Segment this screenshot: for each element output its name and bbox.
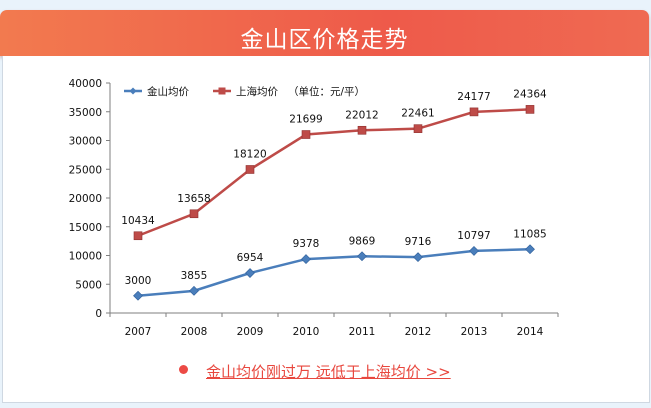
data-label: 22461 [401,108,434,120]
data-point-diamond [469,245,479,256]
y-tick-label: 10000 [69,251,102,263]
title-banner: 金山区价格走势 [0,10,649,56]
x-tick-label: 2011 [349,326,376,338]
series-line [137,108,531,237]
x-tick-label: 2013 [461,326,488,338]
data-label: 3855 [181,270,208,282]
x-tick-label: 2012 [405,326,432,338]
data-point-square [469,107,479,117]
data-label: 6954 [237,252,264,264]
data-point-square [413,124,423,133]
data-point-diamond [189,285,199,296]
x-tick-label: 2010 [293,326,320,338]
page-title: 金山区价格走势 [240,27,409,53]
data-label: 3000 [125,275,152,287]
legend-marker-diamond [129,87,137,95]
y-tick-label: 20000 [69,193,102,205]
legend-label: 上海均价 [236,85,278,98]
data-point-diamond [301,254,311,265]
y-tick-label: 40000 [69,78,102,90]
data-point-diamond [413,252,423,263]
data-point-square [245,165,255,174]
data-label: 22012 [345,109,378,121]
data-label: 10797 [457,230,490,242]
data-label: 11085 [513,228,546,240]
y-tick-label: 5000 [75,279,102,291]
data-label: 10434 [121,215,155,227]
data-label: 24364 [513,88,547,100]
y-tick-label: 15000 [69,222,102,234]
data-point-diamond [245,268,255,278]
y-tick-label: 0 [95,308,102,320]
legend-unit-note: （单位：元/平） [288,85,365,98]
x-tick-label: 2008 [181,326,208,338]
data-point-square [357,125,367,135]
data-label: 13658 [177,193,210,205]
data-point-diamond [133,290,143,301]
data-label: 21699 [289,114,322,126]
data-point-square [301,130,311,139]
data-point-square [189,209,199,219]
data-label: 9869 [349,235,376,247]
legend-label: 金山均价 [147,85,189,98]
compare-price-link[interactable]: 金山均价刚过万 远低于上海均价 >> [206,363,451,381]
y-tick-label: 35000 [69,107,102,119]
y-tick-label: 30000 [69,136,102,148]
x-tick-label: 2014 [517,326,544,338]
data-point-diamond [357,251,367,262]
data-label: 24177 [457,91,490,103]
data-point-square [133,231,143,241]
bullet-icon [179,365,188,374]
data-label: 18120 [233,148,266,160]
y-tick-label: 25000 [69,164,102,176]
data-label: 9716 [405,236,432,248]
data-point-diamond [525,244,535,255]
legend-marker-square [218,87,226,95]
x-tick-label: 2007 [125,326,152,338]
data-point-square [525,105,535,114]
data-label: 9378 [293,238,320,250]
series-line [137,248,531,297]
x-tick-label: 2009 [237,326,264,338]
